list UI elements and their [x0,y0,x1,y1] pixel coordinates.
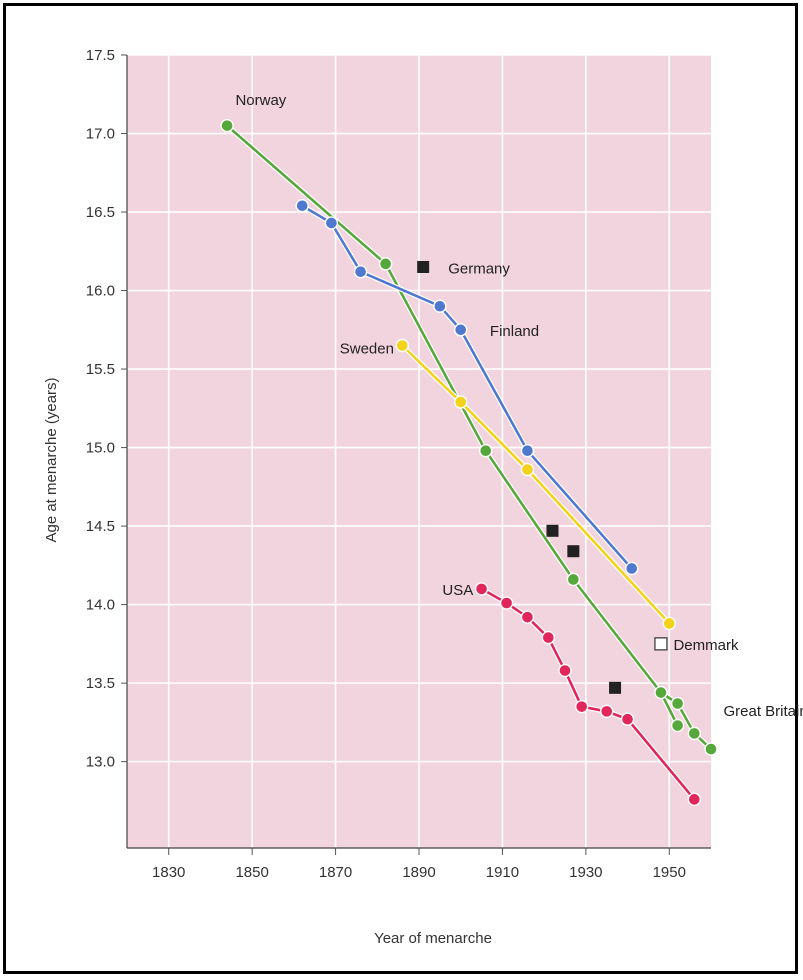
usa-point [520,610,535,624]
usa-point [600,704,614,719]
y-tick-label: 15.5 [86,361,115,378]
finland-point [520,444,535,458]
y-tick-label: 15.0 [86,440,115,457]
sweden-point [662,616,676,631]
sweden-point [454,395,468,409]
finland-point [324,216,339,230]
usa-point [620,712,635,726]
x-tick-label: 1830 [152,864,185,881]
y-axis-title: Age at menarche (years) [43,377,60,542]
norway-point [670,718,685,733]
great-britain-point [670,696,685,711]
x-tick-label: 1930 [569,864,602,881]
norway-label: Norway [235,92,286,109]
sweden-label: Sweden [340,340,394,357]
finland-point [353,265,368,279]
norway-point [479,444,493,458]
x-axis-title: Year of menarche [374,930,492,947]
x-tick-label: 1870 [319,864,352,881]
usa-point [474,582,489,596]
usa-point [541,630,556,645]
finland-point [295,199,309,213]
great-britain-point [704,742,718,756]
y-tick-label: 17.0 [86,126,115,143]
y-tick-label: 16.5 [86,204,115,221]
y-tick-label: 14.0 [86,597,115,614]
y-tick-label: 17.5 [86,47,115,64]
finland-point [625,561,639,576]
germany-point [567,545,580,558]
usa-point [499,596,514,610]
germany-point [609,681,622,694]
finland-point [433,299,447,313]
axes: 17.5 17.0 16.5 16.0 15.5 15.0 14.5 14.0 13.5 13.0… [86,47,711,881]
series-lines [220,118,718,807]
usa-point [558,663,572,678]
demmark-label: Demmark [673,637,739,654]
sweden-point [395,338,410,353]
norway-point [220,118,234,133]
germany-label: Germany [448,260,510,277]
great-britain-line [659,691,713,751]
series-labels: Norway Germany Finland Sweden USA Demmark Grea… [235,92,803,720]
norway-point [566,572,581,587]
x-tick-label: 1850 [235,864,268,881]
norway-point [654,685,668,700]
norway-point [378,257,393,271]
y-tick-label: 16.0 [86,283,115,300]
sweden-line [401,344,671,625]
usa-point [687,792,702,807]
x-tick-label: 1910 [486,864,519,881]
y-tick-label: 14.5 [86,518,115,535]
great-britain-label: Great Britain [724,703,803,720]
usa-point [574,699,589,714]
usa-label: USA [442,582,473,599]
y-tick-label: 13.5 [86,675,115,692]
y-tick-label: 13.0 [86,754,115,771]
finland-label: Finland [490,323,539,340]
sweden-point [520,462,535,477]
x-tick-label: 1950 [653,864,686,881]
germany-point [546,524,559,537]
x-tick-label: 1890 [402,864,435,881]
finland-point [454,323,468,337]
germany-point [417,260,430,273]
great-britain-point [687,726,702,741]
demmark-point [654,637,668,651]
gridlines [127,54,711,848]
